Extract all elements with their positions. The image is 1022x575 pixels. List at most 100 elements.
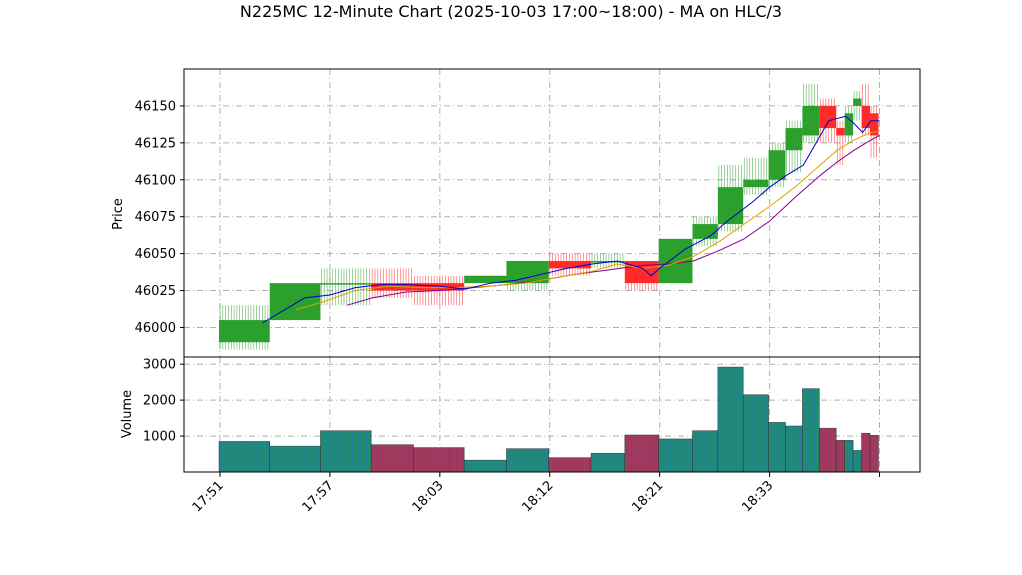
volume-bar <box>506 448 549 473</box>
volume-bar <box>785 425 803 473</box>
volume-bar <box>742 394 769 473</box>
x-tick-label: 18:12 <box>519 478 556 515</box>
candle <box>743 157 769 195</box>
volume-bar <box>590 453 626 473</box>
candle-body <box>658 238 693 284</box>
volume-bar <box>370 444 414 473</box>
price-y-tick-label: 46000 <box>135 321 176 336</box>
candle-body <box>464 275 507 284</box>
candle-body <box>836 128 845 136</box>
price-y-tick-label: 46050 <box>135 247 176 262</box>
volume-bar <box>835 440 845 473</box>
volume-bar <box>768 422 786 473</box>
candle <box>717 165 744 232</box>
candle-body <box>861 105 871 129</box>
x-tick-label: 18:21 <box>629 478 666 515</box>
volume-bar <box>269 445 321 473</box>
price-y-ticks: 46000 46025 46050 46075 46100 46125 46150 <box>135 99 184 336</box>
candle-body <box>853 98 862 106</box>
volume-bar-rect <box>802 388 820 473</box>
volume-y-tick-label: 1000 <box>143 430 176 445</box>
volume-bar-rect <box>742 394 769 473</box>
volume-bar-rect <box>269 445 321 473</box>
candle-body <box>717 187 744 225</box>
volume-bar-rect <box>768 422 786 473</box>
volume-y-tick-label: 2000 <box>143 394 176 409</box>
x-tick-label: 17:51 <box>190 478 227 515</box>
candle <box>844 105 854 143</box>
candle-body <box>320 283 372 285</box>
candle-body <box>768 150 786 180</box>
volume-bar-rect <box>218 441 270 473</box>
volume-panel: 1000 2000 3000 Volume <box>120 356 921 473</box>
volume-bar <box>463 459 507 473</box>
volume-bar <box>844 440 854 473</box>
volume-bar-rect <box>320 430 372 473</box>
x-axis-ticks: 17:51 17:57 18:03 18:12 18:21 18:33 <box>190 472 880 515</box>
price-y-tick-label: 46025 <box>135 284 176 299</box>
candle <box>219 305 270 350</box>
volume-bars-layer <box>218 366 879 473</box>
candle <box>861 83 871 136</box>
volume-axis-label: Volume <box>120 390 135 438</box>
volume-bar-rect <box>624 434 659 473</box>
volume-bar <box>413 447 465 473</box>
x-tick-label: 18:03 <box>410 478 447 515</box>
volume-bar <box>717 366 744 473</box>
volume-bar <box>852 450 862 473</box>
volume-bar <box>692 430 719 473</box>
volume-bar <box>548 457 592 473</box>
candle <box>853 91 862 121</box>
price-x-grid <box>219 69 880 357</box>
ma-slow-line <box>346 135 880 306</box>
volume-y-tick-label: 3000 <box>143 358 176 373</box>
candle-body <box>413 283 465 291</box>
price-panel: 46000 46025 46050 46075 46100 46125 46150 Pric… <box>111 68 921 358</box>
volume-bar-rect <box>819 427 837 473</box>
volume-bar <box>819 427 837 473</box>
volume-bar <box>624 434 659 473</box>
price-y-tick-label: 46125 <box>135 136 176 151</box>
candle-body <box>819 105 837 129</box>
candle-body <box>371 283 414 291</box>
ma-fast-line <box>262 115 880 324</box>
candle <box>819 98 837 143</box>
volume-y-ticks: 1000 2000 3000 <box>143 358 184 445</box>
candle-body <box>548 261 592 269</box>
candle-body <box>785 128 803 151</box>
price-y-tick-label: 46150 <box>135 99 176 114</box>
candle <box>658 238 693 284</box>
candle-body <box>743 179 769 188</box>
chart-title: N225MC 12-Minute Chart (2025-10-03 17:00… <box>240 2 782 21</box>
volume-bar <box>218 441 270 473</box>
volume-bar <box>802 388 820 473</box>
volume-bar <box>320 430 372 473</box>
price-axis-label: Price <box>111 198 126 230</box>
candle <box>371 268 414 298</box>
moving-average-lines <box>262 115 880 324</box>
candle-body <box>870 113 879 136</box>
volume-bar <box>658 438 693 473</box>
volume-bar-rect <box>692 430 719 473</box>
candle-body <box>844 113 854 136</box>
candle-body <box>219 320 270 343</box>
candles-layer <box>219 83 879 350</box>
volume-bar-rect <box>717 366 744 473</box>
x-tick-label: 18:33 <box>739 478 776 515</box>
x-tick-label: 17:57 <box>300 478 337 515</box>
volume-bar-rect <box>370 444 414 473</box>
candle <box>802 83 820 143</box>
candle <box>464 275 507 284</box>
price-y-tick-label: 46075 <box>135 210 176 225</box>
volume-bar-rect <box>658 438 693 473</box>
candle <box>768 142 786 188</box>
volume-bar <box>861 432 871 473</box>
volume-bar <box>869 435 879 473</box>
candle-body <box>802 105 820 136</box>
candle <box>591 253 625 269</box>
volume-bar-rect <box>785 425 803 473</box>
candle <box>506 261 549 291</box>
candle <box>785 120 803 173</box>
candle <box>320 268 372 306</box>
